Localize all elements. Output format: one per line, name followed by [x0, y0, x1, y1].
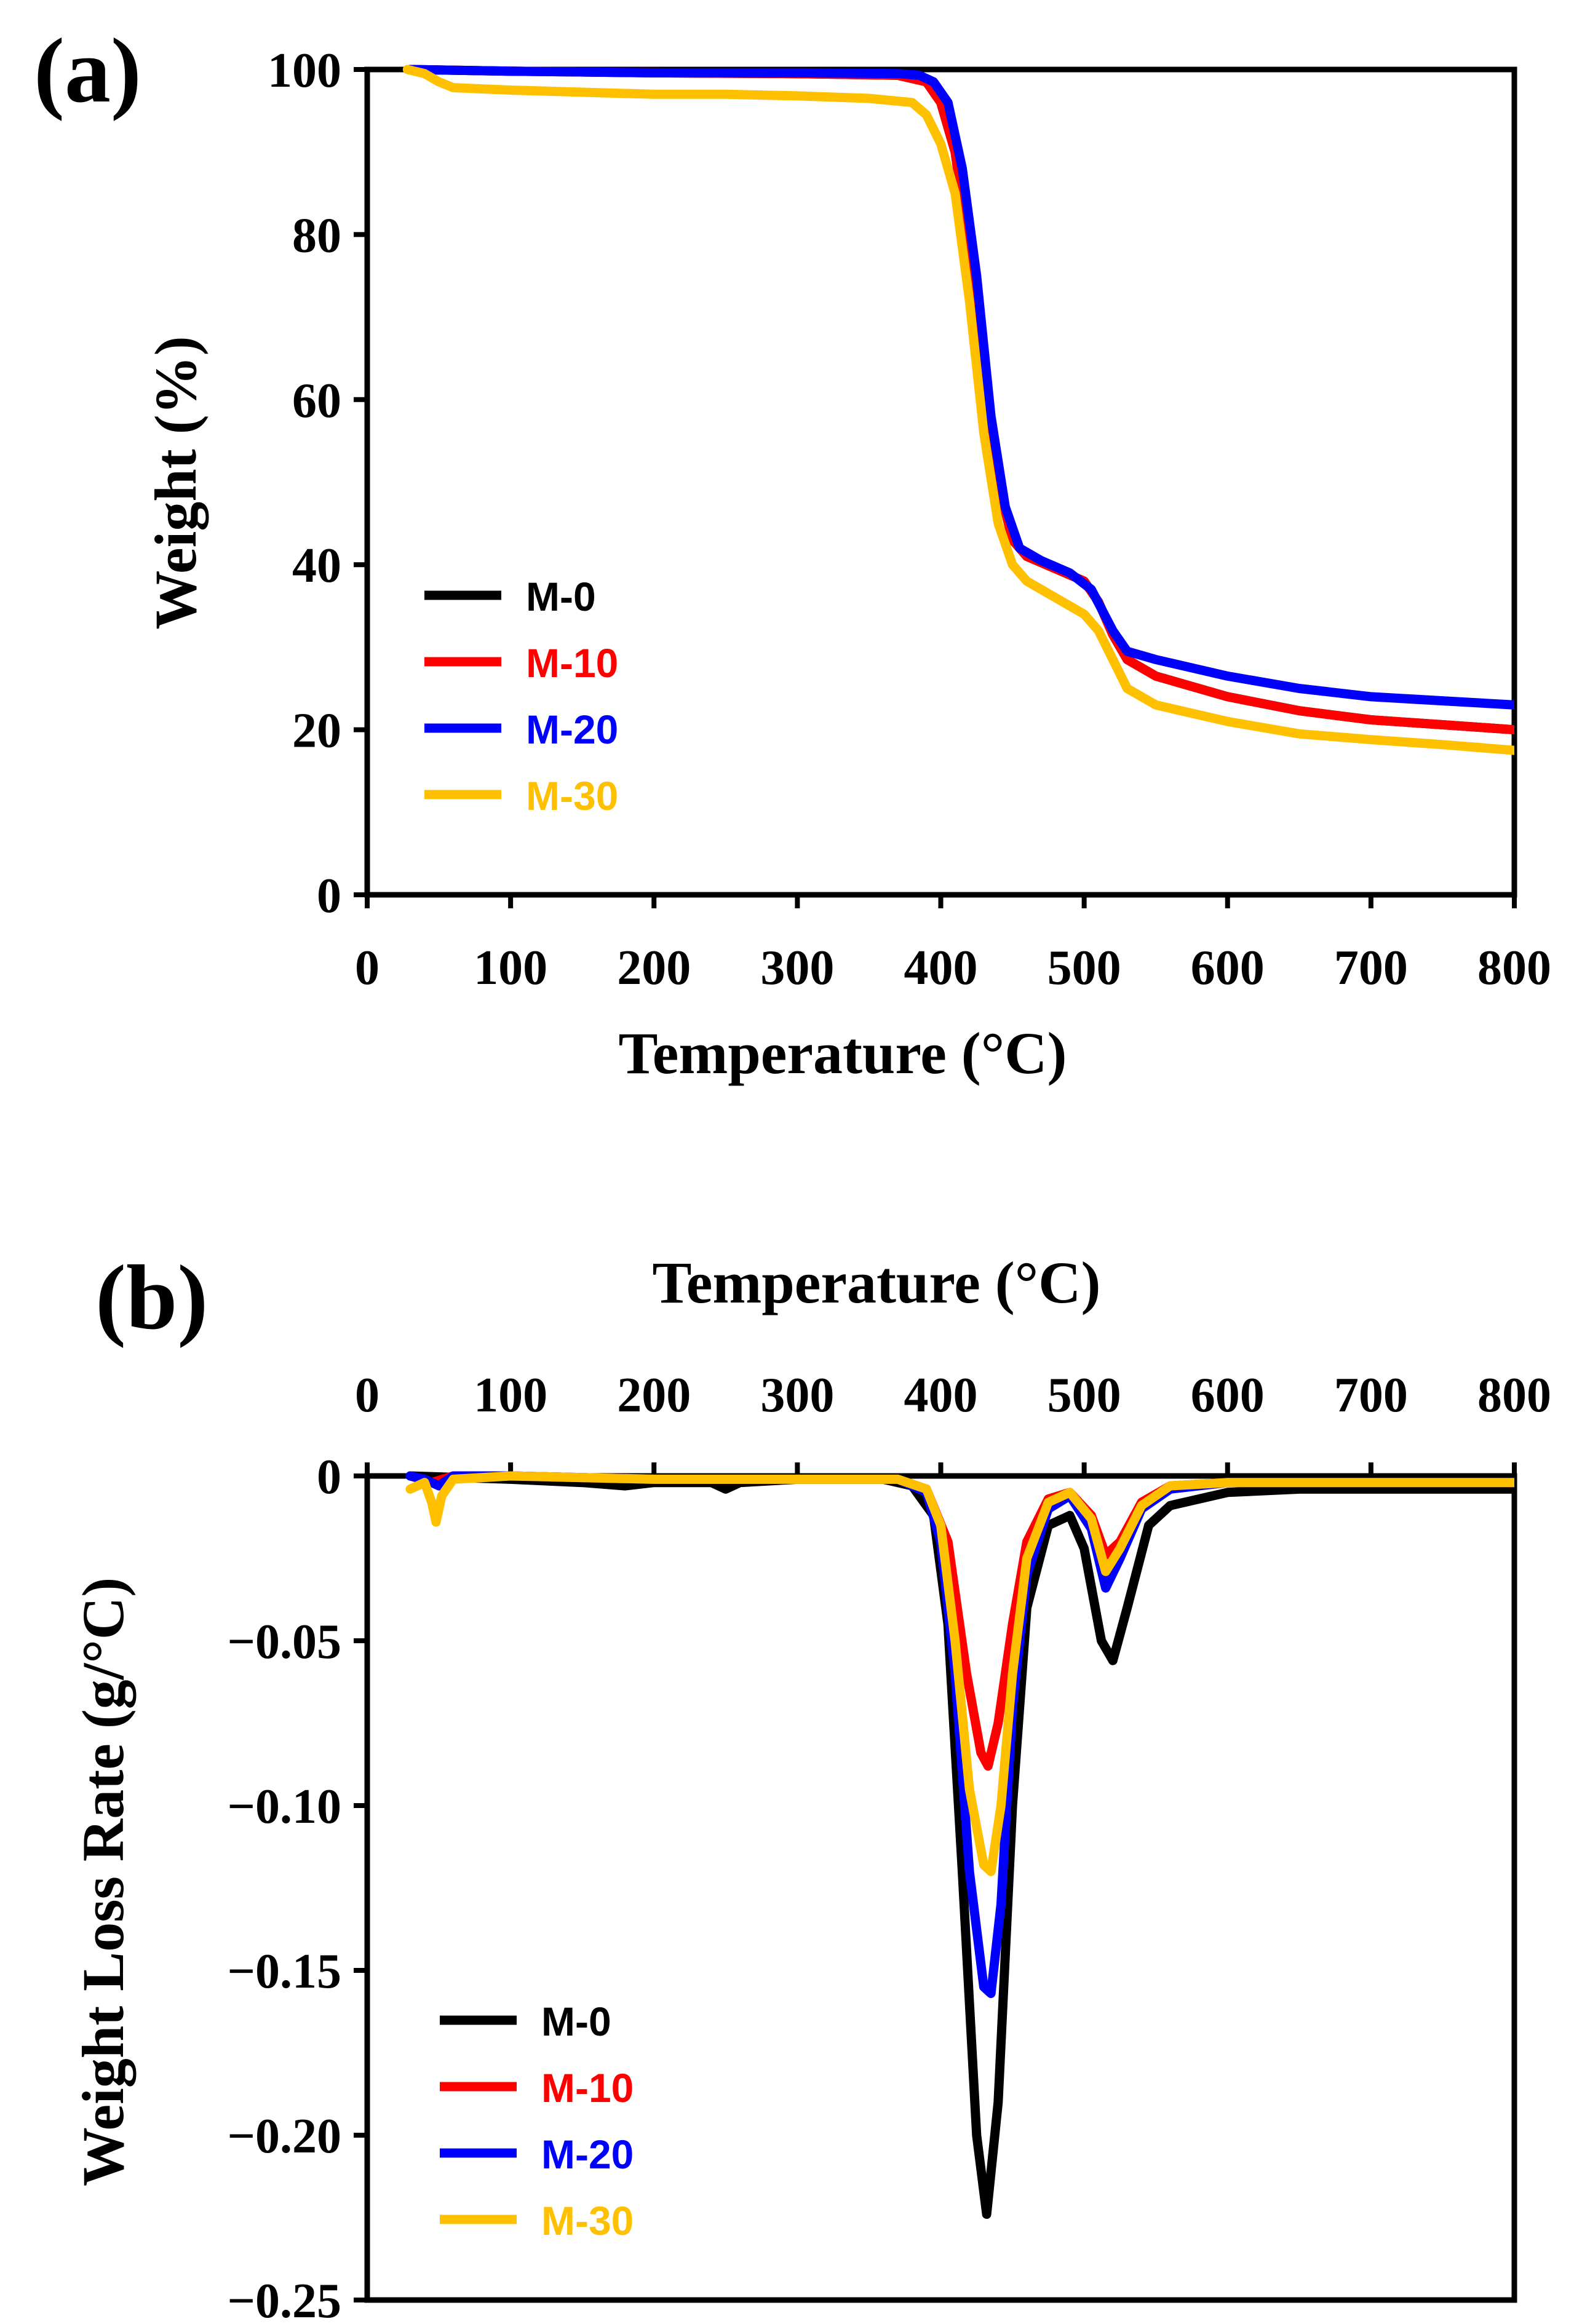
- legend-label-m-0: M-0: [541, 1999, 611, 2044]
- panel-a-y-axis-title: Weight (%): [143, 336, 209, 629]
- y-tick-label: 60: [292, 374, 341, 428]
- legend-label-m-30: M-30: [526, 773, 618, 819]
- series-group: [402, 65, 1514, 755]
- y-tick-label: −0.15: [227, 1945, 341, 1999]
- panel-a-label: (a): [34, 20, 141, 122]
- panel-b-y-axis-title: Weight Loss Rate (g/°C): [70, 1577, 136, 2186]
- x-tick-label: 800: [1477, 941, 1551, 995]
- y-tick-label: −0.05: [227, 1615, 341, 1669]
- x-tick-label: 700: [1334, 1368, 1408, 1422]
- series-line-m-30: [405, 1471, 1514, 1876]
- y-tick-label: 40: [292, 539, 341, 593]
- panel-b-plot-area: 0 100 200 300 400 500 600 700 800 0 −0.05 −0.10 −0.1…: [227, 1368, 1551, 2324]
- x-tick-label: 500: [1047, 1368, 1121, 1422]
- x-tick-label: 300: [760, 1368, 834, 1422]
- series-line-m-30: [402, 65, 1514, 755]
- legend-label-m-10: M-10: [526, 640, 618, 686]
- y-tick-label: 80: [292, 208, 341, 263]
- y-tick-label: 100: [268, 44, 341, 98]
- x-tick-label: 800: [1477, 1368, 1551, 1422]
- series-group: [405, 1471, 1514, 2219]
- plot-frame: [364, 66, 1517, 898]
- legend-label-m-20: M-20: [526, 707, 618, 752]
- x-tick-label: 500: [1047, 941, 1121, 995]
- panel-a-x-axis-title: Temperature (°C): [619, 1020, 1067, 1086]
- panel-b-x-axis-title: Temperature (°C): [653, 1250, 1101, 1315]
- x-tick-label: 0: [355, 1368, 380, 1422]
- y-tick-label: 0: [317, 869, 341, 923]
- legend-label-m-10: M-10: [541, 2065, 634, 2111]
- series-line-m-20: [405, 65, 1514, 710]
- y-tick-label: −0.20: [227, 2109, 341, 2163]
- x-tick-label: 0: [355, 941, 380, 995]
- y-tick-label: 20: [292, 704, 341, 758]
- x-tick-label: 400: [904, 1368, 978, 1422]
- y-tick-label: −0.25: [227, 2274, 341, 2324]
- y-tick-label: 0: [317, 1450, 341, 1504]
- x-tick-label: 600: [1191, 941, 1265, 995]
- x-tick-label: 600: [1191, 1368, 1265, 1422]
- legend-label-m-30: M-30: [541, 2198, 634, 2243]
- panel-b-label: (b): [95, 1247, 208, 1349]
- x-tick-label: 700: [1334, 941, 1408, 995]
- x-tick-label: 100: [474, 1368, 547, 1422]
- x-tick-label: 100: [474, 941, 547, 995]
- panel-a-chart: (a) Weight (%) Temperature (°C) 0 100 200 3…: [34, 20, 1551, 1086]
- x-tick-label: 300: [760, 941, 834, 995]
- x-tick-label: 200: [617, 1368, 691, 1422]
- y-tick-label: −0.10: [227, 1780, 341, 1834]
- x-tick-label: 200: [617, 941, 691, 995]
- legend-label-m-0: M-0: [526, 574, 596, 619]
- panel-a-plot-area: 0 100 200 300 400 500 600 700 800 0 20 40 60 80 100 M-0…: [268, 44, 1551, 995]
- legend-label-m-20: M-20: [541, 2132, 634, 2177]
- panel-b-chart: (b) Temperature (°C) Weight Loss Rate (g…: [70, 1247, 1551, 2324]
- x-tick-label: 400: [904, 941, 978, 995]
